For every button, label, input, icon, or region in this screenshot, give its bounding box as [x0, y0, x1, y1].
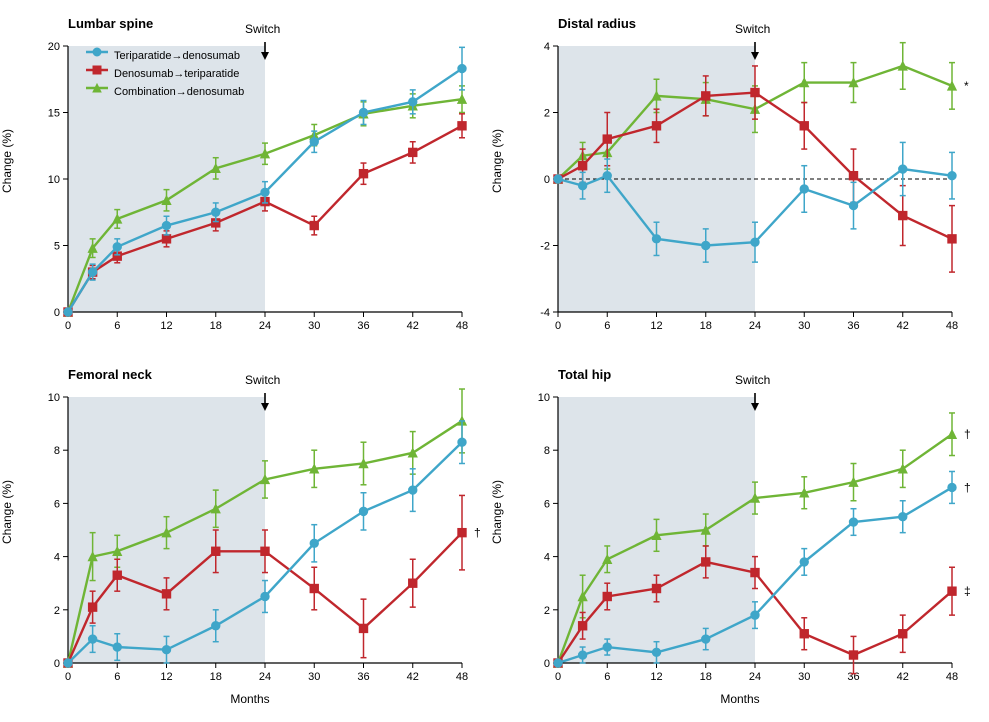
- x-tick-label: 0: [65, 320, 71, 332]
- y-tick-label: 8: [54, 445, 60, 457]
- x-tick-label: 24: [749, 320, 761, 332]
- y-tick-label: 2: [544, 605, 550, 617]
- x-tick-label: 30: [308, 671, 320, 683]
- y-tick-label: 10: [48, 174, 60, 186]
- y-tick-label: 15: [48, 108, 60, 120]
- panel-lumbar: 051015200612182430364248Lumbar spineSwit…: [20, 20, 480, 351]
- x-tick-label: 0: [555, 320, 561, 332]
- x-tick-label: 6: [604, 320, 610, 332]
- y-tick-label: 4: [544, 552, 550, 564]
- x-tick-label: 12: [650, 320, 662, 332]
- annotation: †: [474, 526, 480, 540]
- legend-item: Teriparatide→denosumab: [86, 48, 244, 64]
- x-tick-label: 36: [847, 320, 859, 332]
- x-tick-label: 36: [357, 671, 369, 683]
- x-tick-label: 0: [555, 671, 561, 683]
- y-tick-label: -4: [540, 307, 550, 319]
- y-tick-label: 20: [48, 41, 60, 53]
- legend-label: Combination→denosumab: [114, 84, 244, 100]
- switch-label: Switch: [735, 22, 770, 36]
- x-tick-label: 30: [798, 320, 810, 332]
- x-tick-label: 24: [259, 671, 271, 683]
- x-tick-label: 30: [798, 671, 810, 683]
- y-tick-label: 4: [544, 41, 550, 53]
- x-tick-label: 18: [210, 320, 222, 332]
- y-tick-label: 0: [544, 658, 550, 670]
- panel-femoral: 02468100612182430364248†Femoral neckSwit…: [20, 371, 480, 702]
- y-tick-label: 6: [54, 498, 60, 510]
- y-axis-label: Change (%): [0, 128, 14, 192]
- x-tick-label: 24: [259, 320, 271, 332]
- y-tick-label: 2: [544, 108, 550, 120]
- x-tick-label: 30: [308, 320, 320, 332]
- legend-item: Combination→denosumab: [86, 84, 244, 100]
- y-tick-label: 10: [538, 392, 550, 404]
- x-tick-label: 48: [456, 671, 468, 683]
- annotation: ‡: [964, 584, 970, 598]
- x-tick-label: 12: [160, 320, 172, 332]
- x-tick-label: 42: [897, 320, 909, 332]
- legend-item: Denosumab→teriparatide: [86, 66, 244, 82]
- y-axis-label: Change (%): [490, 479, 504, 543]
- y-tick-label: 0: [544, 174, 550, 186]
- panel-title: Lumbar spine: [68, 16, 153, 31]
- x-tick-label: 42: [897, 671, 909, 683]
- panel-radius: -4-20240612182430364248*Distal radiusSwi…: [510, 20, 970, 351]
- x-tick-label: 18: [210, 671, 222, 683]
- y-tick-label: 5: [54, 241, 60, 253]
- y-axis-label: Change (%): [0, 479, 14, 543]
- x-tick-label: 42: [407, 671, 419, 683]
- y-tick-label: -2: [540, 241, 550, 253]
- y-tick-label: 2: [54, 605, 60, 617]
- y-tick-label: 10: [48, 392, 60, 404]
- legend-label: Teriparatide→denosumab: [114, 48, 240, 64]
- panel-title: Femoral neck: [68, 367, 152, 382]
- x-tick-label: 6: [114, 671, 120, 683]
- panel-hip: 02468100612182430364248††‡Total hipSwitc…: [510, 371, 970, 702]
- panel-title: Total hip: [558, 367, 611, 382]
- y-tick-label: 0: [54, 307, 60, 319]
- annotation: †: [964, 427, 970, 441]
- annotation: †: [964, 480, 970, 494]
- x-axis-label: Months: [230, 692, 269, 706]
- x-tick-label: 18: [700, 671, 712, 683]
- legend-label: Denosumab→teriparatide: [114, 66, 239, 82]
- annotation: *: [964, 79, 969, 93]
- legend: Teriparatide→denosumab Denosumab→teripara…: [86, 48, 244, 102]
- x-axis-label: Months: [720, 692, 759, 706]
- panel-title: Distal radius: [558, 16, 636, 31]
- x-tick-label: 12: [650, 671, 662, 683]
- y-tick-label: 0: [54, 658, 60, 670]
- y-tick-label: 4: [54, 552, 60, 564]
- x-tick-label: 42: [407, 320, 419, 332]
- y-tick-label: 6: [544, 498, 550, 510]
- switch-label: Switch: [245, 22, 280, 36]
- x-tick-label: 48: [946, 671, 958, 683]
- x-tick-label: 24: [749, 671, 761, 683]
- x-tick-label: 18: [700, 320, 712, 332]
- x-tick-label: 6: [114, 320, 120, 332]
- x-tick-label: 48: [946, 320, 958, 332]
- x-tick-label: 6: [604, 671, 610, 683]
- switch-label: Switch: [245, 373, 280, 387]
- x-tick-label: 36: [357, 320, 369, 332]
- y-tick-label: 8: [544, 445, 550, 457]
- switch-label: Switch: [735, 373, 770, 387]
- x-tick-label: 12: [160, 671, 172, 683]
- y-axis-label: Change (%): [490, 128, 504, 192]
- x-tick-label: 0: [65, 671, 71, 683]
- x-tick-label: 48: [456, 320, 468, 332]
